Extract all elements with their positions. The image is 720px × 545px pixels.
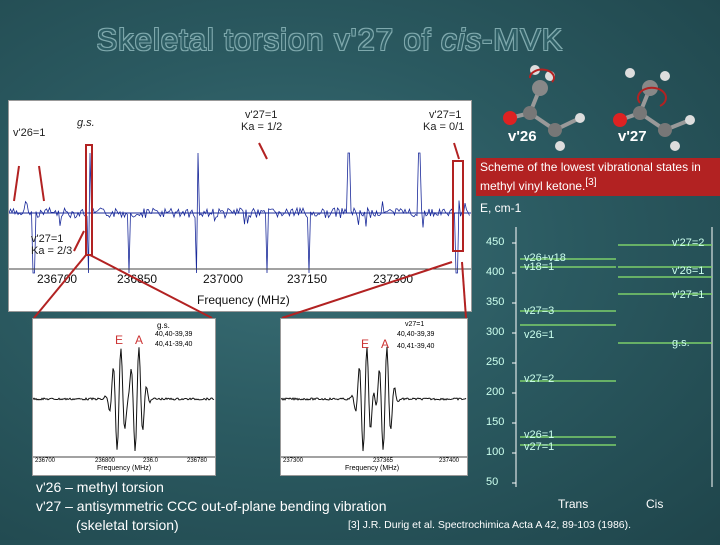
label-A: A <box>135 333 144 347</box>
main-spectrum-plot <box>8 142 471 274</box>
scheme-ref: [3] <box>585 177 597 188</box>
cis-state-label: v'27=2 <box>672 237 705 249</box>
label-E: E <box>115 333 124 347</box>
trans-label: Trans <box>558 497 589 511</box>
footnote-v27: v'27 – antisymmetric CCC out-of-plane be… <box>36 498 387 514</box>
x-tick: 236700 <box>37 272 78 286</box>
label-v27-ka23: v'27=1 <box>31 233 64 245</box>
energy-tick: 150 <box>486 416 505 428</box>
energy-level-svg <box>512 227 713 487</box>
legend-title: v27=1 <box>405 321 425 328</box>
energy-level-diagram: E, cm-1 450 400 350 300 250 200 150 100 50 v26+v… <box>476 197 720 540</box>
energy-tick: 450 <box>486 236 505 248</box>
energy-tick: 100 <box>486 446 505 458</box>
legend-line-2: 40,41-39,40 <box>397 343 435 350</box>
x-tick: 236780 <box>187 458 208 464</box>
scheme-caption: Scheme of the lowest vibrational states … <box>476 158 720 196</box>
label-ka01: Ka = 0/1 <box>423 121 465 133</box>
trans-state-label: v27=1 <box>524 441 555 453</box>
x-tick: 237365 <box>373 458 394 464</box>
inset-gs-plot <box>32 347 215 458</box>
trans-state-label: v26=1 <box>524 329 555 341</box>
x-tick: 237000 <box>203 272 244 286</box>
energy-tick: 300 <box>486 326 505 338</box>
energy-tick: 400 <box>486 266 505 278</box>
legend-line-2: 40,41-39,40 <box>155 341 193 348</box>
molecule-v27-label: v'27 <box>618 128 647 145</box>
molecule-v26-image <box>503 65 585 151</box>
legend-line-1: 40,40-39,39 <box>397 331 435 338</box>
trans-state-label: v27=3 <box>524 305 555 317</box>
energy-tick: 200 <box>486 386 505 398</box>
trans-state-label: v18=1 <box>524 261 555 273</box>
label-gs: g.s. <box>77 117 95 129</box>
x-tick: 237300 <box>283 458 304 464</box>
trans-state-label: v26+v18 <box>524 252 566 264</box>
title-suffix: -MVK <box>481 22 564 57</box>
x-tick: 237300 <box>373 272 414 286</box>
label-v26: v'26=1 <box>13 127 46 139</box>
label-A: A <box>381 337 390 351</box>
molecule-v27-image <box>613 68 695 151</box>
energy-tick: 50 <box>486 476 499 488</box>
label-ka12: Ka = 1/2 <box>241 121 283 133</box>
energy-tick: 250 <box>486 356 505 368</box>
reference: [3] J.R. Durig et al. Spectrochimica Act… <box>348 519 632 531</box>
trans-state-label: v27=2 <box>524 373 555 385</box>
label-v27-ka01: v'27=1 <box>429 109 462 121</box>
label-ka23: Ka = 2/3 <box>31 245 73 257</box>
footnote-skeletal: (skeletal torsion) <box>76 517 179 533</box>
energy-tick: 350 <box>486 296 505 308</box>
label-v27-ka12: v'27=1 <box>245 109 278 121</box>
energy-axis-label: E, cm-1 <box>480 201 522 215</box>
x-tick: 236700 <box>35 458 56 464</box>
x-tick: 237400 <box>439 458 460 464</box>
cis-state-label: g.s. <box>672 337 690 349</box>
x-tick: 236.0 <box>143 458 159 464</box>
inset-xlabel: Frequency (MHz) <box>97 465 152 472</box>
cis-state-label: v'26=1 <box>672 265 705 277</box>
trans-state-label: v26=1 <box>524 429 555 441</box>
legend-title: g.s. <box>157 321 170 330</box>
cis-state-label: v'27=1 <box>672 289 705 301</box>
molecule-v26-label: v'26 <box>508 128 537 145</box>
x-tick: 237150 <box>287 272 328 286</box>
gs-marker-box <box>85 144 93 256</box>
title-text: Skeletal torsion v'27 of <box>96 22 442 57</box>
x-tick: 236800 <box>95 458 116 464</box>
spectrum-xlabel: Frequency (MHz) <box>197 293 290 307</box>
slide-title: Skeletal torsion v'27 of cis-MVK <box>0 22 660 58</box>
footnote-v26: v'26 – methyl torsion <box>36 479 164 495</box>
inset-xlabel: Frequency (MHz) <box>345 465 400 472</box>
ka01-marker-box <box>452 160 464 252</box>
scheme-caption-text: Scheme of the lowest vibrational states … <box>480 160 701 193</box>
inset-gs-panel: E A g.s. 40,40-39,39 40,41-39,40 236700 … <box>32 318 216 476</box>
cis-label: Cis <box>646 497 664 511</box>
inset-v27-panel: E A v27=1 40,40-39,39 40,41-39,40 237300… <box>280 318 468 476</box>
legend-line-1: 40,40-39,39 <box>155 331 193 338</box>
main-spectrum-panel: v'26=1 g.s. v'27=1 Ka = 1/2 v'27=1 Ka = … <box>8 100 472 312</box>
label-E: E <box>361 337 370 351</box>
inset-v27-plot <box>280 346 467 458</box>
title-italic: cis <box>441 22 482 57</box>
molecule-figures <box>503 65 695 151</box>
